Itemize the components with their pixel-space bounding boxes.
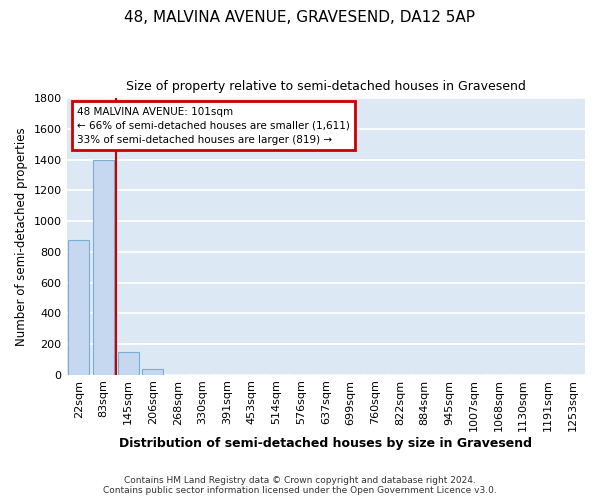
Text: Contains HM Land Registry data © Crown copyright and database right 2024.
Contai: Contains HM Land Registry data © Crown c… <box>103 476 497 495</box>
Bar <box>93 160 114 374</box>
Text: 48, MALVINA AVENUE, GRAVESEND, DA12 5AP: 48, MALVINA AVENUE, GRAVESEND, DA12 5AP <box>125 10 476 25</box>
X-axis label: Distribution of semi-detached houses by size in Gravesend: Distribution of semi-detached houses by … <box>119 437 532 450</box>
Text: 48 MALVINA AVENUE: 101sqm
← 66% of semi-detached houses are smaller (1,611)
33% : 48 MALVINA AVENUE: 101sqm ← 66% of semi-… <box>77 106 350 144</box>
Title: Size of property relative to semi-detached houses in Gravesend: Size of property relative to semi-detach… <box>126 80 526 93</box>
Bar <box>142 370 163 374</box>
Bar <box>118 352 139 374</box>
Bar <box>68 240 89 374</box>
Y-axis label: Number of semi-detached properties: Number of semi-detached properties <box>15 127 28 346</box>
